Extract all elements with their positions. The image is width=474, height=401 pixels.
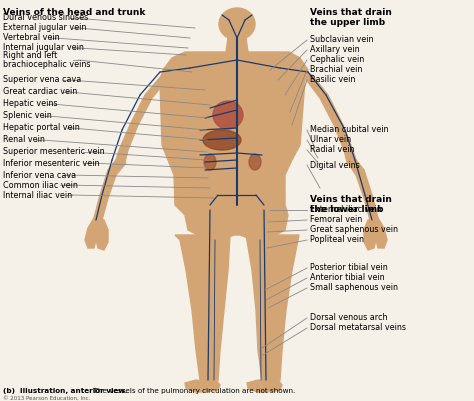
Text: Veins of the head and trunk: Veins of the head and trunk bbox=[3, 8, 146, 17]
Text: Radial vein: Radial vein bbox=[310, 146, 355, 154]
Text: Posterior tibial vein: Posterior tibial vein bbox=[310, 263, 388, 273]
Text: Digital veins: Digital veins bbox=[310, 160, 360, 170]
Text: Superior mesenteric vein: Superior mesenteric vein bbox=[3, 148, 105, 156]
Text: Popliteal vein: Popliteal vein bbox=[310, 235, 364, 245]
Polygon shape bbox=[244, 235, 299, 382]
Polygon shape bbox=[348, 160, 378, 220]
Polygon shape bbox=[226, 38, 248, 52]
Text: Hepatic veins: Hepatic veins bbox=[3, 99, 57, 109]
Text: Veins that drain
the lower limb: Veins that drain the lower limb bbox=[310, 195, 392, 215]
Text: Cephalic vein: Cephalic vein bbox=[310, 55, 364, 65]
Text: Small saphenous vein: Small saphenous vein bbox=[310, 284, 398, 292]
Ellipse shape bbox=[213, 101, 243, 129]
Text: Superior vena cava: Superior vena cava bbox=[3, 75, 81, 85]
Text: Right and left
brachiocephalic veins: Right and left brachiocephalic veins bbox=[3, 51, 91, 69]
Text: Vertebral vein: Vertebral vein bbox=[3, 34, 60, 43]
Text: Hepatic portal vein: Hepatic portal vein bbox=[3, 124, 80, 132]
Text: Renal vein: Renal vein bbox=[3, 136, 45, 144]
Text: Brachial vein: Brachial vein bbox=[310, 65, 363, 75]
Text: Inferior vena cava: Inferior vena cava bbox=[3, 170, 76, 180]
Ellipse shape bbox=[219, 8, 255, 40]
Text: Anterior tibial vein: Anterior tibial vein bbox=[310, 273, 384, 282]
Text: Dorsal venous arch: Dorsal venous arch bbox=[310, 314, 388, 322]
Polygon shape bbox=[175, 205, 288, 240]
Text: Internal jugular vein: Internal jugular vein bbox=[3, 43, 84, 53]
Polygon shape bbox=[116, 68, 175, 168]
Text: Great saphenous vein: Great saphenous vein bbox=[310, 225, 398, 235]
Text: Femoral vein: Femoral vein bbox=[310, 215, 362, 225]
Ellipse shape bbox=[203, 130, 241, 150]
Polygon shape bbox=[247, 380, 282, 392]
Text: (b)  Illustration, anterior view.: (b) Illustration, anterior view. bbox=[3, 388, 128, 394]
Text: Ulnar vein: Ulnar vein bbox=[310, 136, 351, 144]
Polygon shape bbox=[85, 218, 108, 250]
Text: Great cardiac vein: Great cardiac vein bbox=[3, 87, 77, 97]
Ellipse shape bbox=[249, 154, 261, 170]
Text: Internal iliac vein: Internal iliac vein bbox=[3, 190, 72, 200]
Text: Basilic vein: Basilic vein bbox=[310, 75, 356, 85]
Text: Dural venous sinuses: Dural venous sinuses bbox=[3, 14, 88, 22]
Text: External iliac vein: External iliac vein bbox=[310, 205, 382, 215]
Text: Common iliac vein: Common iliac vein bbox=[3, 180, 78, 190]
Text: Inferior mesenteric vein: Inferior mesenteric vein bbox=[3, 158, 100, 168]
Text: Veins that drain
the upper limb: Veins that drain the upper limb bbox=[310, 8, 392, 27]
Polygon shape bbox=[160, 52, 308, 205]
Polygon shape bbox=[94, 160, 126, 220]
Text: External jugular vein: External jugular vein bbox=[3, 24, 86, 32]
Text: Axillary vein: Axillary vein bbox=[310, 45, 360, 55]
Text: Splenic vein: Splenic vein bbox=[3, 111, 52, 120]
Text: © 2013 Pearson Education, Inc.: © 2013 Pearson Education, Inc. bbox=[3, 396, 91, 401]
Text: Subclavian vein: Subclavian vein bbox=[310, 36, 374, 45]
Text: The vessels of the pulmonary circulation are not shown.: The vessels of the pulmonary circulation… bbox=[89, 388, 295, 394]
Polygon shape bbox=[175, 235, 230, 382]
Polygon shape bbox=[299, 68, 356, 168]
Text: Median cubital vein: Median cubital vein bbox=[310, 126, 389, 134]
Polygon shape bbox=[185, 380, 220, 392]
Polygon shape bbox=[364, 218, 387, 250]
Ellipse shape bbox=[204, 154, 216, 170]
Text: Dorsal metatarsal veins: Dorsal metatarsal veins bbox=[310, 324, 406, 332]
